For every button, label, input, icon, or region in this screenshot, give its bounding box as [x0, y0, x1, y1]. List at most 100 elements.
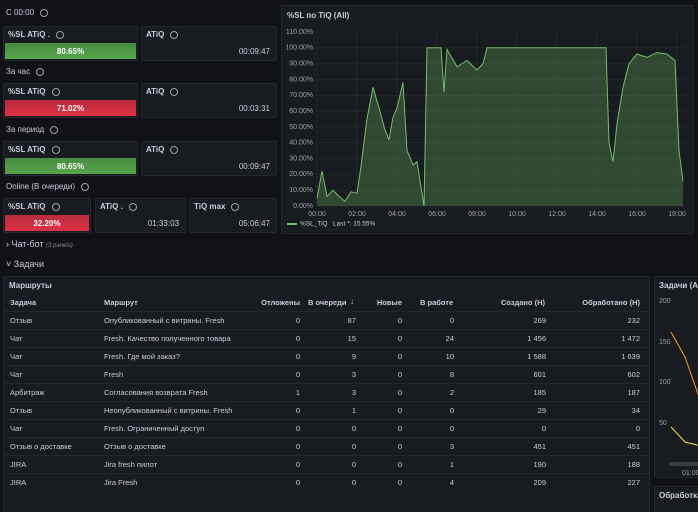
table-cell: 0 [397, 352, 402, 361]
row-separator [4, 401, 649, 402]
table-cell: 209 [533, 478, 546, 487]
info-icon[interactable] [40, 8, 49, 17]
table-cell: 0 [295, 478, 300, 487]
table-cell: Чат [10, 424, 23, 433]
table-title: Маршруты [9, 281, 52, 290]
side-tick-label: 50 [659, 419, 667, 427]
table-cell: 451 [627, 442, 640, 451]
column-header: В очереди [308, 298, 347, 307]
x-tick-label: 16:00 [628, 211, 646, 218]
side-panel: Задачи (All [654, 276, 698, 478]
table-cell: 185 [533, 388, 546, 397]
table-cell: 0 [449, 424, 454, 433]
stat-value: 71.02% [56, 104, 85, 113]
table-cell: 15 [347, 334, 356, 343]
table-cell: 0 [397, 370, 402, 379]
table-cell: 0 [295, 352, 300, 361]
table-cell: 1 639 [621, 352, 640, 361]
table-cell: Fresh. Качество полученного товара [104, 334, 231, 343]
stat-value: 05:06:47 [238, 219, 270, 228]
table-cell: 1 [449, 460, 454, 469]
x-tick-label: 02:00 [348, 211, 366, 218]
info-icon[interactable] [128, 202, 137, 211]
table-cell: 0 [351, 424, 356, 433]
stat-value: 01:33:03 [147, 219, 179, 228]
group-label: С 00:00 [6, 8, 49, 17]
table-cell: 0 [397, 316, 402, 325]
stat-title: %SL ATiQ [8, 87, 60, 96]
sort-arrow: ↓ [350, 297, 354, 306]
table-cell: 232 [627, 316, 640, 325]
table-cell: 1 [351, 406, 356, 415]
decor-line [670, 426, 698, 446]
info-icon[interactable] [50, 125, 59, 134]
table-cell: 0 [449, 406, 454, 415]
row-separator [4, 437, 649, 438]
info-icon[interactable] [51, 87, 60, 96]
row-separator [4, 329, 649, 330]
stat-value: 80.65% [56, 47, 85, 56]
table-cell: JIRA [10, 478, 27, 487]
stat-panel: ATiQ . 01:33:03 [95, 198, 186, 233]
table-cell: 0 [397, 460, 402, 469]
stat-panel: %SL ATiQ 71.02% [3, 83, 138, 118]
side-tick-label: 100 [659, 379, 671, 386]
x-tick-label: 12:00 [548, 211, 566, 218]
column-header: Новые [376, 298, 402, 307]
stat-title: %SL ATiQ [8, 202, 60, 211]
table-cell: JIRA [10, 460, 27, 469]
table-cell: 3 [351, 388, 356, 397]
table-cell: 10 [445, 352, 454, 361]
y-tick-label: 0.00% [293, 203, 313, 210]
table-cell: 227 [627, 478, 640, 487]
chart-title: %SL по TiQ (All) [287, 11, 350, 20]
x-tick-label: 18:00 [668, 211, 686, 218]
stat-panel: ATiQ 00:09:47 [141, 26, 277, 61]
table-cell: Отзыв о доставке [10, 442, 72, 451]
stat-value: 80.65% [56, 162, 85, 171]
row-separator [4, 455, 649, 456]
row-separator [4, 383, 649, 384]
table-panel: Маршруты [3, 276, 650, 512]
table-cell: Неопубликованный с витрины. Fresh [104, 406, 233, 415]
table-cell: Jira Fresh [104, 478, 138, 487]
y-tick-label: 50.00% [289, 124, 313, 131]
table-cell: 0 [541, 424, 546, 433]
stat-bar: 80.65% [5, 43, 136, 59]
stat-value: 00:09:47 [238, 162, 270, 171]
table-cell: 187 [627, 388, 640, 397]
table-cell: Fresh [104, 370, 124, 379]
info-icon[interactable] [231, 202, 240, 211]
table-cell: 0 [295, 460, 300, 469]
info-icon[interactable] [170, 145, 179, 154]
info-icon[interactable] [170, 30, 179, 39]
stat-title: ATiQ [146, 145, 179, 154]
info-icon[interactable] [80, 182, 89, 191]
table-cell: 0 [397, 442, 402, 451]
info-icon[interactable] [170, 87, 179, 96]
stat-title: %SL ATiQ . [8, 30, 64, 39]
row-chatbot[interactable]: › Чат-бот (3 panels) [6, 239, 73, 249]
row-tasks[interactable]: ˅ Задачи [6, 259, 44, 269]
table-cell: 0 [397, 406, 402, 415]
stat-title: TiQ max [194, 202, 240, 211]
table-cell: 3 [351, 370, 356, 379]
table-cell: 0 [635, 424, 640, 433]
column-header: Маршрут [104, 298, 138, 307]
table-cell: Fresh. Где мой заказ? [104, 352, 180, 361]
table-cell: 0 [295, 334, 300, 343]
table-cell: 29 [537, 406, 546, 415]
info-icon[interactable] [51, 202, 60, 211]
stat-value: 00:09:47 [238, 47, 270, 56]
table-cell: 1 [295, 388, 300, 397]
table-cell: Отзыв о доставке [104, 442, 166, 451]
table-cell: Чат [10, 334, 23, 343]
stat-value: 00:03:31 [238, 104, 270, 113]
side-panel-2: Обработка з [654, 486, 698, 512]
y-tick-label: 60.00% [289, 108, 313, 115]
row-separator [4, 311, 649, 312]
info-icon[interactable] [55, 30, 64, 39]
info-icon[interactable] [36, 67, 45, 76]
info-icon[interactable] [51, 145, 60, 154]
x-tick-label: 04:00 [388, 211, 406, 218]
